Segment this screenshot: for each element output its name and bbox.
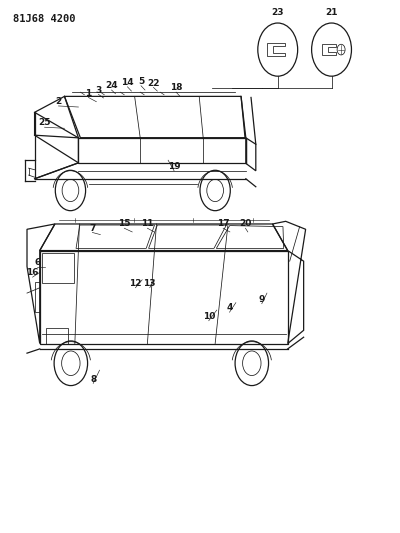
Text: 12: 12: [129, 279, 142, 288]
Text: 4: 4: [226, 303, 233, 312]
Text: 10: 10: [202, 312, 215, 321]
Text: 25: 25: [38, 118, 51, 127]
Text: 6: 6: [34, 258, 40, 266]
Text: 18: 18: [170, 83, 182, 92]
Text: 15: 15: [118, 220, 130, 229]
Text: 23: 23: [272, 7, 284, 17]
Text: 13: 13: [144, 279, 156, 288]
Text: 1: 1: [85, 88, 92, 98]
Bar: [35, 282, 40, 312]
Text: 11: 11: [141, 220, 154, 229]
Text: 21: 21: [325, 7, 338, 17]
Text: 19: 19: [168, 162, 180, 171]
Text: 3: 3: [95, 85, 102, 94]
Text: 7: 7: [89, 224, 96, 233]
Text: 81J68 4200: 81J68 4200: [13, 14, 75, 24]
Text: 20: 20: [239, 220, 252, 229]
Text: 24: 24: [105, 81, 118, 90]
Text: 17: 17: [217, 220, 230, 229]
Text: 2: 2: [55, 97, 62, 106]
Text: 22: 22: [147, 78, 160, 87]
Text: 16: 16: [26, 269, 39, 277]
Text: 5: 5: [138, 77, 144, 86]
Bar: [46, 328, 68, 344]
Text: 8: 8: [90, 375, 96, 384]
Text: 9: 9: [258, 295, 265, 304]
Text: 14: 14: [121, 78, 134, 87]
